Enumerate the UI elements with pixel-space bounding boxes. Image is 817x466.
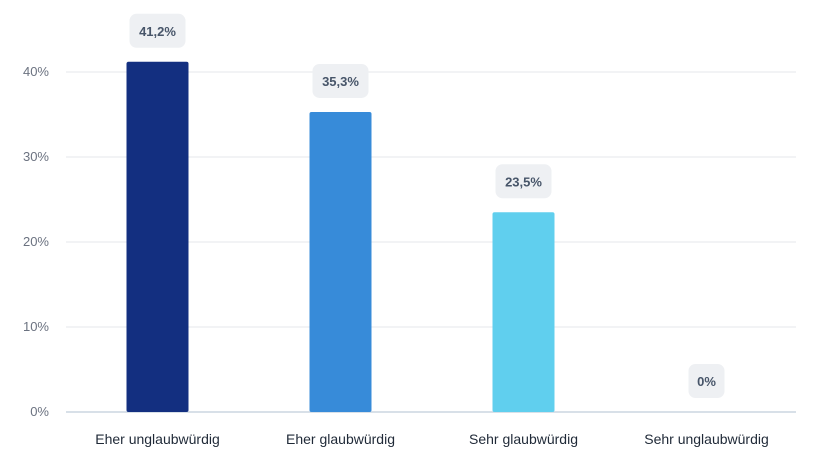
data-label: 35,3% [312, 63, 369, 98]
data-label-background [312, 63, 369, 98]
x-axis-categories: Eher unglaubwürdig Eher glaubwürdig Sehr g… [95, 431, 769, 447]
data-label: 23,5% [495, 164, 552, 199]
bar [126, 61, 189, 413]
data-label-text: 23,5% [505, 174, 542, 189]
data-label: 0% [688, 364, 725, 398]
bar [309, 111, 372, 412]
y-tick-label: 40% [23, 64, 49, 79]
x-category-label: Sehr unglaubwürdig [644, 431, 769, 447]
data-label-background [129, 13, 186, 48]
x-category-label: Sehr glaubwürdig [469, 431, 578, 447]
y-axis-ticks: 0% 10% 20% 30% 40% [23, 64, 49, 419]
x-category-label: Eher glaubwürdig [286, 431, 395, 447]
data-label-text: 35,3% [322, 74, 359, 89]
data-label-text: 41,2% [139, 24, 176, 39]
bars [126, 61, 555, 413]
y-tick-label: 30% [23, 149, 49, 164]
data-label-background [688, 364, 725, 398]
data-label-background [495, 164, 552, 199]
y-tick-label: 10% [23, 319, 49, 334]
y-tick-label: 0% [30, 404, 49, 419]
y-tick-label: 20% [23, 234, 49, 249]
data-label: 41,2% [129, 13, 186, 48]
x-category-label: Eher unglaubwürdig [95, 431, 220, 447]
bar [492, 212, 555, 412]
data-labels: 41,2% 35,3% 23,5% 0% [129, 13, 725, 398]
data-label-text: 0% [697, 374, 716, 389]
